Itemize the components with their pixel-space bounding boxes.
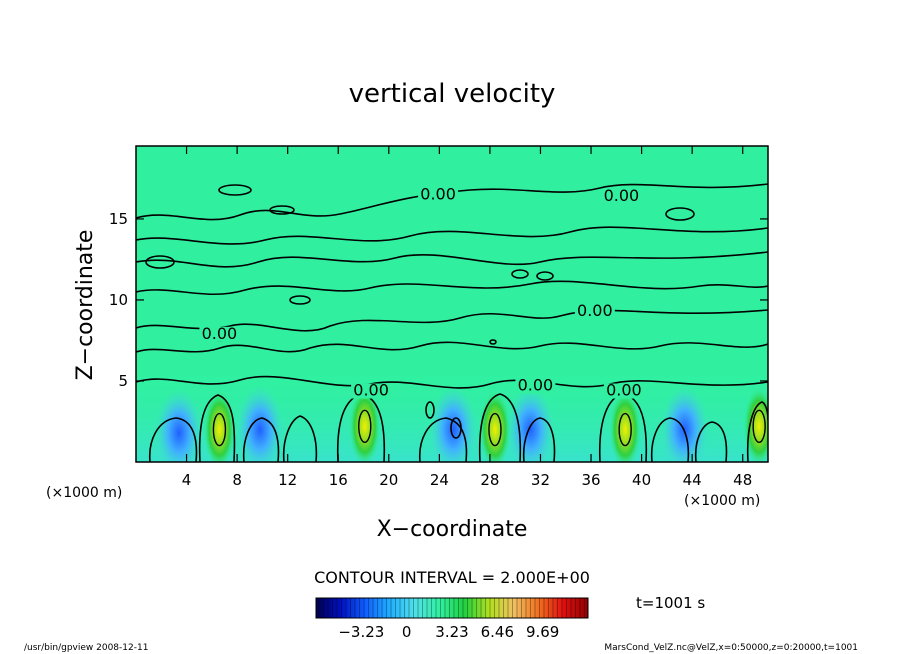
x-tick-label: 24 <box>430 471 449 489</box>
y-axis-title: Z−coordinate <box>73 230 98 381</box>
plot-area: 0.00 0.000.000.000.00 0.00 0.00 4 8 12 16 20 24 2… <box>109 145 769 489</box>
colorbar-frame <box>315 597 589 619</box>
contour-labels: 0.00 0.00 0.00 0.00 0.00 0.00 0.00 <box>199 184 644 400</box>
colorbar-tick-label: 3.23 <box>435 623 468 641</box>
contour-line <box>145 255 175 269</box>
downdraft-cell <box>506 385 555 462</box>
contour-line <box>419 417 468 462</box>
x-tick-label: 32 <box>531 471 550 489</box>
contour-interval-label: CONTOUR INTERVAL = 2.000E+00 <box>314 568 590 587</box>
contour-label-bg <box>515 378 556 394</box>
x-tick-label: 44 <box>683 471 702 489</box>
contour-line <box>489 339 497 345</box>
contour-line <box>136 375 768 389</box>
contour-line <box>149 417 198 462</box>
downdraft-cell <box>429 385 478 462</box>
x-unit-right: (×1000 m) <box>684 493 760 509</box>
downdraft-cell <box>154 388 203 462</box>
contour-line <box>136 183 768 221</box>
updraft-core-contour <box>488 412 502 447</box>
x-tick-label: 16 <box>329 471 348 489</box>
x-tick-label: 8 <box>232 471 242 489</box>
contour-label-bg <box>601 189 642 205</box>
updraft-cell <box>609 389 642 462</box>
contour-line <box>478 393 522 462</box>
contour-line <box>136 341 768 353</box>
contour-label-bg <box>574 304 615 320</box>
x-tick-label: 40 <box>632 471 651 489</box>
contour-label: 0.00 <box>577 301 613 320</box>
contour-line <box>242 417 280 462</box>
contour-line <box>522 417 556 462</box>
y-axis-ticks: 5 10 15 <box>109 210 768 390</box>
contour-line <box>218 184 252 196</box>
y-tick-label: 15 <box>109 210 128 228</box>
contour-label: 0.00 <box>420 184 456 203</box>
contour-line <box>136 251 768 268</box>
updraft-cell <box>743 386 768 462</box>
contour-line <box>136 280 768 296</box>
colorbar-tick-label: −3.23 <box>338 623 384 641</box>
contour-label: 0.00 <box>202 324 238 343</box>
colorbar-tick-label: 9.69 <box>526 623 559 641</box>
x-tick-label: 36 <box>581 471 600 489</box>
x-tick-label: 20 <box>379 471 398 489</box>
downdraft-cell <box>235 385 284 462</box>
updraft-core-contour <box>752 409 766 444</box>
colorbar-ticks: −3.23 0 3.23 6.46 9.69 <box>338 623 559 641</box>
contour-label-bg <box>199 326 240 342</box>
plot-frame <box>135 145 769 463</box>
x-tick-label: 4 <box>182 471 192 489</box>
updraft-cell <box>348 386 381 462</box>
colorbar-tick-label: 0 <box>402 623 412 641</box>
contour-line <box>289 295 311 305</box>
contour-label: 0.00 <box>604 186 640 205</box>
x-tick-label: 12 <box>278 471 297 489</box>
contour-label-bg <box>351 383 392 399</box>
contour-line <box>536 271 554 281</box>
contour-label-bg <box>418 187 459 203</box>
contour-line <box>450 417 462 439</box>
time-label: t=1001 s <box>636 594 705 612</box>
contour-label: 0.00 <box>606 381 642 400</box>
updraft-cell <box>478 389 511 462</box>
contour-line <box>650 417 690 462</box>
contour-label: 0.00 <box>353 381 389 400</box>
updraft-core-contour <box>618 412 632 447</box>
x-axis-title: X−coordinate <box>377 517 528 542</box>
velocity-field <box>136 364 768 462</box>
x-tick-label: 28 <box>480 471 499 489</box>
x-unit-left: (×1000 m) <box>46 485 122 501</box>
chart-title: vertical velocity <box>349 79 556 109</box>
y-tick-label: 5 <box>118 372 128 390</box>
footer-right: MarsCond_VelZ.nc@VelZ,x=0:50000,z=0:2000… <box>604 643 858 653</box>
footer-left: /usr/bin/gpview 2008-12-11 <box>24 643 148 653</box>
colorbar-tick-label: 6.46 <box>481 623 514 641</box>
updraft-cell <box>203 389 236 462</box>
contour-label: 0.00 <box>518 376 554 395</box>
contour-line <box>269 205 295 215</box>
y-tick-label: 10 <box>109 291 128 309</box>
contour-line <box>511 269 529 279</box>
contour-label-bg <box>603 383 644 399</box>
updraft-core-contour <box>212 412 227 447</box>
contour-line <box>136 226 768 245</box>
x-axis-ticks: 4 8 12 16 20 24 28 32 36 40 44 48 <box>182 146 752 489</box>
colorbar: −3.23 0 3.23 6.46 9.69 <box>315 597 589 641</box>
updraft-core-contour <box>358 409 372 444</box>
contour-line <box>425 401 435 419</box>
x-tick-label: 48 <box>733 471 752 489</box>
contour-line <box>694 421 728 462</box>
contour-line <box>198 394 236 462</box>
colorbar-stripes <box>318 598 585 618</box>
contour-line <box>665 207 695 221</box>
contour-line <box>282 415 318 462</box>
colorbar-gradient <box>316 598 588 618</box>
